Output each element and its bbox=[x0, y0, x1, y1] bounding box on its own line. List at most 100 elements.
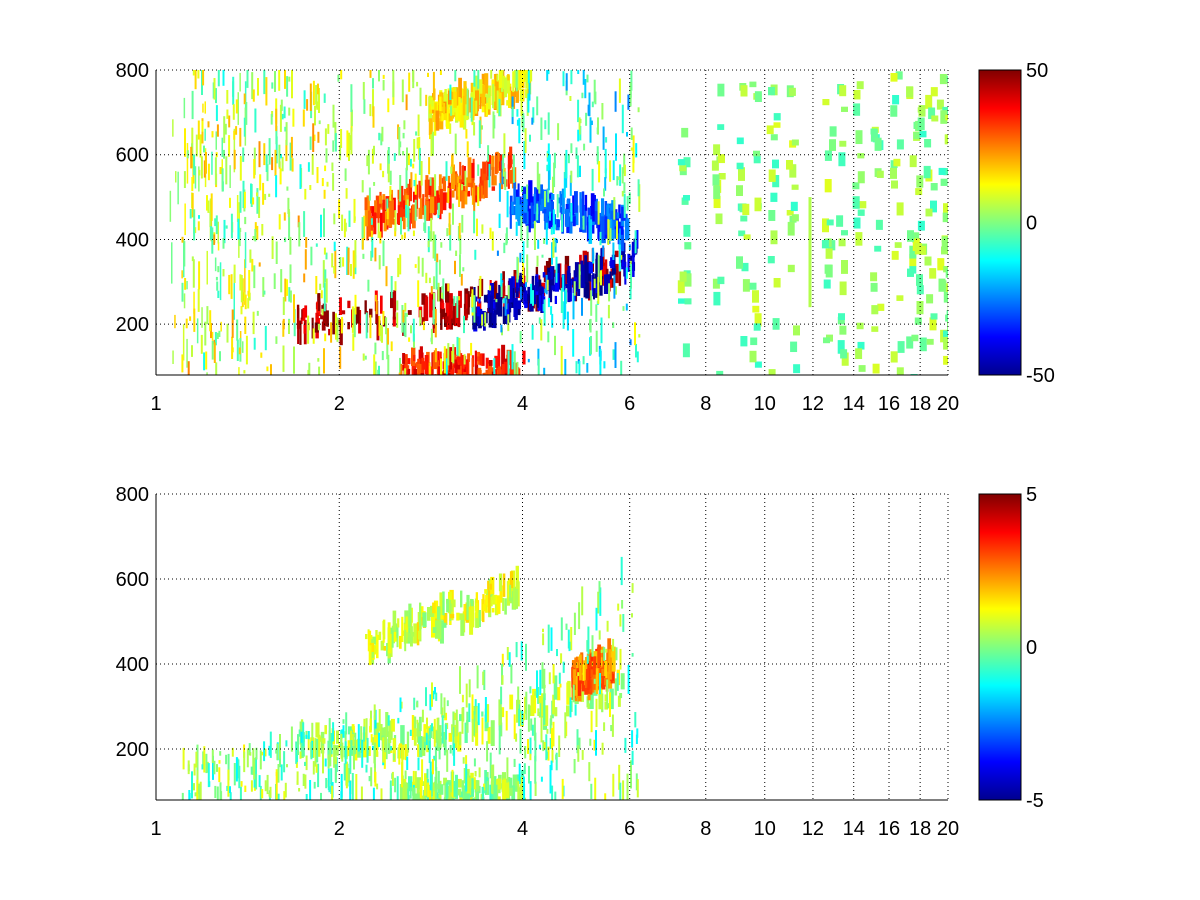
ridge-2-cell bbox=[442, 613, 448, 625]
ridge-6-cell bbox=[497, 348, 501, 371]
ridge-4-cell bbox=[565, 209, 570, 227]
noise-cell bbox=[304, 188, 307, 200]
ridge-2-cell bbox=[523, 283, 527, 305]
noise-cell bbox=[283, 791, 286, 800]
ridge-2-cell bbox=[537, 279, 542, 293]
ridge-2-cell bbox=[452, 599, 456, 608]
noise-cell bbox=[515, 642, 518, 658]
ridge-1-cell bbox=[296, 304, 300, 329]
ridge-4-cell bbox=[539, 204, 544, 211]
noise-cell bbox=[435, 261, 438, 290]
sparse-cell bbox=[909, 245, 917, 259]
noise-cell bbox=[229, 786, 231, 793]
noise-cell bbox=[252, 311, 255, 335]
noise-cell bbox=[393, 153, 396, 161]
ridge-6-cell bbox=[476, 380, 479, 391]
noise-cell bbox=[544, 120, 547, 130]
noise-cell bbox=[271, 236, 274, 259]
ridge-4-cell bbox=[575, 675, 580, 696]
noise-cell bbox=[215, 88, 217, 104]
noise-cell bbox=[447, 188, 450, 204]
noise-cell bbox=[253, 757, 256, 780]
noise-cell bbox=[517, 686, 520, 709]
noise-cell bbox=[248, 270, 251, 297]
sparse-cell bbox=[947, 301, 948, 312]
x-tick-label: 14 bbox=[843, 393, 865, 415]
noise-cell bbox=[409, 158, 412, 167]
noise-cell bbox=[214, 785, 217, 798]
ridge-6-cell bbox=[503, 361, 508, 374]
sparse-cell bbox=[919, 130, 927, 138]
ridge-3-cell bbox=[480, 806, 483, 811]
noise-cell bbox=[240, 275, 243, 303]
ridge-5-cell bbox=[488, 87, 491, 98]
ridge-6-cell bbox=[468, 374, 473, 375]
ridge-2-cell bbox=[378, 631, 382, 640]
noise-cell bbox=[390, 341, 393, 352]
noise-cell bbox=[462, 757, 465, 764]
noise-cell bbox=[430, 134, 433, 157]
band-cell bbox=[186, 143, 189, 184]
noise-cell bbox=[266, 366, 269, 372]
noise-cell bbox=[604, 177, 607, 191]
noise-cell bbox=[297, 734, 299, 755]
noise-cell bbox=[540, 117, 543, 140]
noise-cell bbox=[350, 110, 353, 127]
noise-cell bbox=[481, 224, 484, 234]
ridge-2-cell bbox=[431, 613, 436, 638]
noise-cell bbox=[374, 294, 377, 302]
ridge-1-cell bbox=[454, 724, 458, 748]
ridge-4-cell bbox=[517, 183, 520, 205]
noise-cell bbox=[204, 321, 207, 346]
noise-cell bbox=[453, 296, 456, 306]
noise-cell bbox=[473, 122, 476, 136]
noise-cell bbox=[455, 250, 458, 256]
noise-cell bbox=[533, 717, 536, 741]
y-tick-label: 800 bbox=[116, 60, 149, 82]
noise-cell bbox=[256, 310, 259, 316]
sparse-cell bbox=[946, 75, 948, 82]
noise-cell bbox=[421, 257, 424, 277]
ridge-1-cell bbox=[618, 270, 622, 286]
noise-cell bbox=[552, 721, 555, 747]
noise-cell bbox=[404, 770, 407, 779]
noise-cell bbox=[434, 787, 437, 800]
noise-cell bbox=[549, 211, 551, 221]
sparse-cell bbox=[716, 370, 724, 375]
noise-cell bbox=[544, 288, 547, 293]
noise-cell bbox=[326, 181, 329, 187]
noise-cell bbox=[203, 352, 206, 371]
ridge-4-cell bbox=[577, 670, 582, 696]
noise-cell bbox=[232, 104, 235, 120]
noise-cell bbox=[507, 285, 510, 299]
ridge-6-cell bbox=[456, 356, 461, 363]
band-cell bbox=[244, 232, 247, 269]
noise-cell bbox=[428, 740, 431, 763]
noise-cell bbox=[527, 739, 529, 754]
ridge-4-cell bbox=[611, 646, 616, 672]
ridge-6-cell bbox=[432, 352, 437, 370]
noise-cell bbox=[518, 118, 521, 144]
noise-cell bbox=[345, 712, 348, 735]
ridge-6-cell bbox=[413, 354, 416, 362]
noise-cell bbox=[508, 652, 511, 667]
ridge-1-cell bbox=[317, 297, 321, 311]
noise-cell bbox=[181, 282, 184, 302]
noise-cell bbox=[604, 793, 607, 800]
noise-cell bbox=[275, 108, 278, 132]
noise-cell bbox=[261, 751, 263, 756]
ridge-3-cell bbox=[415, 184, 419, 209]
noise-cell bbox=[534, 690, 537, 696]
ridge-6-cell bbox=[498, 366, 502, 375]
noise-cell bbox=[314, 738, 317, 767]
noise-cell bbox=[634, 712, 637, 728]
noise-cell bbox=[417, 757, 420, 771]
ridge-3-cell bbox=[493, 784, 498, 800]
ridge-3-cell bbox=[481, 787, 485, 800]
noise-cell bbox=[420, 161, 423, 186]
sparse-cell bbox=[876, 170, 884, 178]
noise-cell bbox=[464, 170, 467, 187]
colorbar: 50-5 bbox=[978, 484, 1044, 812]
noise-cell bbox=[186, 150, 189, 159]
band-cell bbox=[174, 314, 176, 329]
